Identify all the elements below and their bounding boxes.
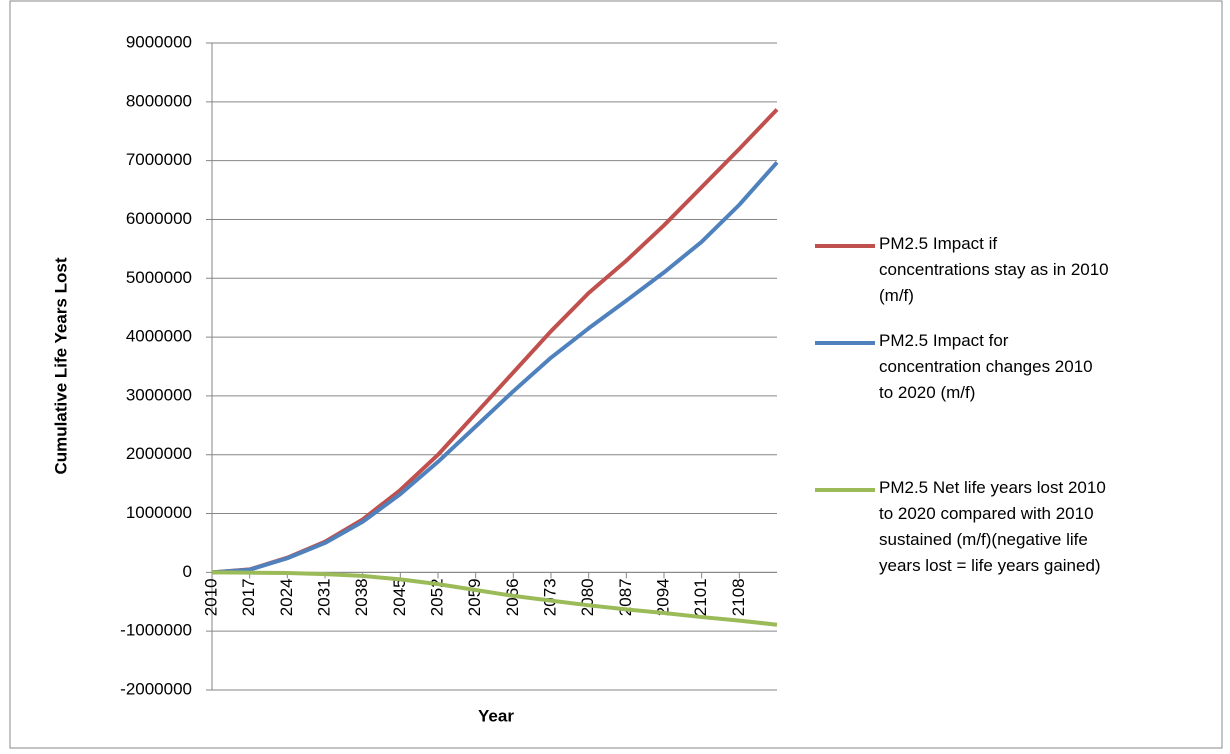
legend-label: PM2.5 Impact for concentration changes 2…: [879, 331, 1093, 402]
y-tick-label: -1000000: [120, 621, 192, 640]
x-tick-label: 2087: [616, 578, 635, 616]
x-tick-label: 2101: [691, 578, 710, 616]
y-tick-label: 8000000: [126, 91, 192, 110]
series-line: [211, 570, 778, 627]
series-line: [211, 161, 779, 575]
y-tick-label: 1000000: [126, 503, 192, 522]
legend-item: PM2.5 Impact if concentrations stay as i…: [815, 234, 1109, 309]
x-tick-label: 2108: [729, 578, 748, 616]
y-tick-label: 0: [183, 562, 192, 581]
legend-swatch: [815, 488, 875, 492]
y-tick-label: -2000000: [120, 679, 192, 698]
x-tick-label: 2094: [653, 578, 672, 616]
y-tick-label: 2000000: [126, 444, 192, 463]
y-tick-label: 5000000: [126, 268, 192, 287]
x-tick-label: 2024: [277, 578, 296, 616]
legend-item: PM2.5 Impact for concentration changes 2…: [815, 331, 1109, 406]
x-tick-label: 2052: [427, 578, 446, 616]
series-line: [211, 108, 779, 575]
legend-swatch: [815, 341, 875, 345]
y-tick-label: 3000000: [126, 385, 192, 404]
y-tick-label: 7000000: [126, 150, 192, 169]
x-tick-label: 2010: [201, 578, 220, 616]
y-tick-label: 6000000: [126, 209, 192, 228]
x-tick-label: 2073: [540, 578, 559, 616]
x-tick-label: 2017: [239, 578, 258, 616]
x-tick-label: 2045: [390, 578, 409, 616]
legend-item: PM2.5 Net life years lost 2010 to 2020 c…: [815, 478, 1109, 579]
legend-label: PM2.5 Net life years lost 2010 to 2020 c…: [879, 478, 1106, 575]
legend-label: PM2.5 Impact if concentrations stay as i…: [879, 234, 1109, 305]
x-tick-label: 2038: [352, 578, 371, 616]
x-tick-label: 2031: [314, 578, 333, 616]
x-tick-label: 2059: [465, 578, 484, 616]
chart-border: [9, 0, 1223, 749]
legend-swatch: [815, 244, 875, 248]
y-tick-label: 4000000: [126, 327, 192, 346]
y-tick-label: 9000000: [126, 32, 192, 51]
x-tick-label: 2080: [578, 578, 597, 616]
x-axis-title: Year: [478, 706, 514, 725]
y-axis-title: Cumulative Life Years Lost: [51, 257, 70, 474]
